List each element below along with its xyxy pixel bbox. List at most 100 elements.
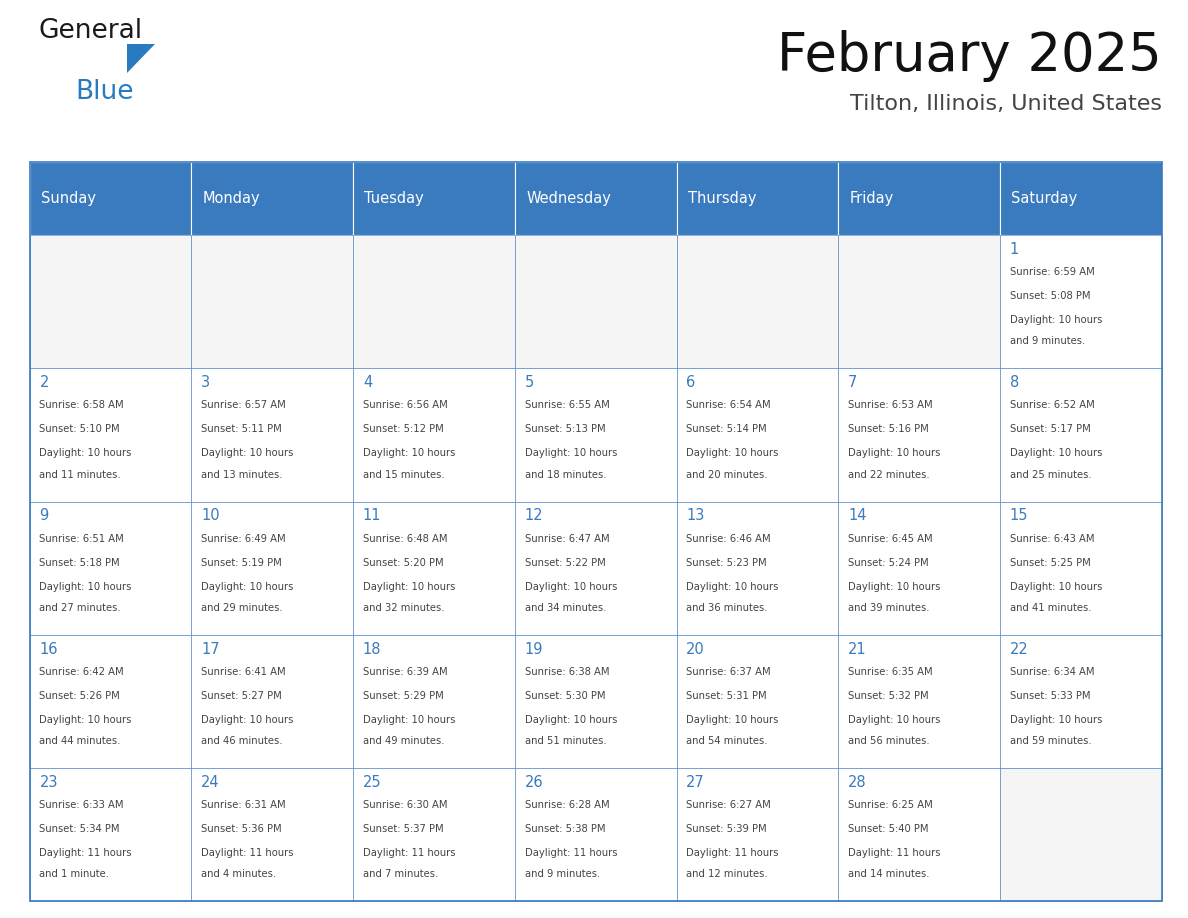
- Text: Daylight: 10 hours: Daylight: 10 hours: [687, 581, 778, 591]
- Text: 8: 8: [1010, 375, 1019, 390]
- Text: Sunset: 5:23 PM: Sunset: 5:23 PM: [687, 557, 767, 567]
- Text: Daylight: 10 hours: Daylight: 10 hours: [525, 448, 617, 458]
- Text: Daylight: 10 hours: Daylight: 10 hours: [201, 448, 293, 458]
- Text: 6: 6: [687, 375, 696, 390]
- Text: Sunrise: 6:51 AM: Sunrise: 6:51 AM: [39, 533, 125, 543]
- Text: Sunset: 5:26 PM: Sunset: 5:26 PM: [39, 691, 120, 700]
- Text: Sunset: 5:29 PM: Sunset: 5:29 PM: [362, 691, 443, 700]
- Text: Daylight: 10 hours: Daylight: 10 hours: [39, 448, 132, 458]
- Text: Daylight: 10 hours: Daylight: 10 hours: [525, 581, 617, 591]
- Text: and 12 minutes.: and 12 minutes.: [687, 869, 767, 879]
- Text: 7: 7: [848, 375, 858, 390]
- Text: Sunset: 5:20 PM: Sunset: 5:20 PM: [362, 557, 443, 567]
- Text: Daylight: 10 hours: Daylight: 10 hours: [848, 581, 941, 591]
- Text: Sunset: 5:24 PM: Sunset: 5:24 PM: [848, 557, 929, 567]
- Text: Sunset: 5:36 PM: Sunset: 5:36 PM: [201, 824, 282, 834]
- Text: Saturday: Saturday: [1011, 191, 1078, 206]
- Text: Sunrise: 6:39 AM: Sunrise: 6:39 AM: [362, 666, 448, 677]
- Text: 16: 16: [39, 642, 58, 656]
- Text: Sunrise: 6:34 AM: Sunrise: 6:34 AM: [1010, 666, 1094, 677]
- Bar: [191, 235, 353, 368]
- Bar: [191, 768, 353, 901]
- Text: Daylight: 10 hours: Daylight: 10 hours: [362, 715, 455, 725]
- Text: 4: 4: [362, 375, 372, 390]
- Bar: [353, 368, 514, 501]
- Text: Daylight: 10 hours: Daylight: 10 hours: [687, 715, 778, 725]
- Text: Sunrise: 6:57 AM: Sunrise: 6:57 AM: [201, 400, 286, 410]
- Text: 28: 28: [848, 775, 867, 789]
- Bar: [514, 768, 677, 901]
- Bar: [1000, 235, 1162, 368]
- Text: Daylight: 11 hours: Daylight: 11 hours: [362, 848, 455, 858]
- Text: Daylight: 11 hours: Daylight: 11 hours: [201, 848, 293, 858]
- Text: Sunrise: 6:54 AM: Sunrise: 6:54 AM: [687, 400, 771, 410]
- Text: Monday: Monday: [203, 191, 260, 206]
- Text: and 9 minutes.: and 9 minutes.: [1010, 336, 1085, 346]
- Text: and 13 minutes.: and 13 minutes.: [201, 469, 283, 479]
- Bar: [353, 235, 514, 368]
- Text: Sunset: 5:32 PM: Sunset: 5:32 PM: [848, 691, 929, 700]
- Text: and 49 minutes.: and 49 minutes.: [362, 736, 444, 746]
- Text: Sunset: 5:11 PM: Sunset: 5:11 PM: [201, 424, 282, 434]
- Text: Daylight: 11 hours: Daylight: 11 hours: [525, 848, 617, 858]
- Bar: [839, 501, 1000, 635]
- Text: Sunrise: 6:27 AM: Sunrise: 6:27 AM: [687, 800, 771, 811]
- Text: Sunrise: 6:56 AM: Sunrise: 6:56 AM: [362, 400, 448, 410]
- Text: Sunset: 5:18 PM: Sunset: 5:18 PM: [39, 557, 120, 567]
- Text: and 11 minutes.: and 11 minutes.: [39, 469, 121, 479]
- Text: and 29 minutes.: and 29 minutes.: [201, 603, 283, 613]
- Bar: [30, 162, 191, 235]
- Text: and 59 minutes.: and 59 minutes.: [1010, 736, 1092, 746]
- Text: 18: 18: [362, 642, 381, 656]
- Bar: [30, 501, 191, 635]
- Text: Sunrise: 6:42 AM: Sunrise: 6:42 AM: [39, 666, 124, 677]
- Text: and 9 minutes.: and 9 minutes.: [525, 869, 600, 879]
- Text: 27: 27: [687, 775, 706, 789]
- Bar: [1000, 368, 1162, 501]
- Text: Sunset: 5:08 PM: Sunset: 5:08 PM: [1010, 291, 1091, 301]
- Polygon shape: [127, 44, 156, 73]
- Bar: [191, 635, 353, 768]
- Text: 9: 9: [39, 509, 49, 523]
- Bar: [514, 235, 677, 368]
- Text: and 15 minutes.: and 15 minutes.: [362, 469, 444, 479]
- Text: Daylight: 10 hours: Daylight: 10 hours: [39, 715, 132, 725]
- Bar: [677, 162, 839, 235]
- Text: 24: 24: [201, 775, 220, 789]
- Bar: [191, 501, 353, 635]
- Text: Sunset: 5:10 PM: Sunset: 5:10 PM: [39, 424, 120, 434]
- Text: and 32 minutes.: and 32 minutes.: [362, 603, 444, 613]
- Text: Sunrise: 6:47 AM: Sunrise: 6:47 AM: [525, 533, 609, 543]
- Text: February 2025: February 2025: [777, 30, 1162, 83]
- Text: and 39 minutes.: and 39 minutes.: [848, 603, 929, 613]
- Bar: [514, 162, 677, 235]
- Text: and 54 minutes.: and 54 minutes.: [687, 736, 767, 746]
- Text: Sunset: 5:37 PM: Sunset: 5:37 PM: [362, 824, 443, 834]
- Bar: [30, 635, 191, 768]
- Bar: [677, 635, 839, 768]
- Text: Sunrise: 6:35 AM: Sunrise: 6:35 AM: [848, 666, 933, 677]
- Text: 19: 19: [525, 642, 543, 656]
- Text: Sunrise: 6:38 AM: Sunrise: 6:38 AM: [525, 666, 609, 677]
- Text: Daylight: 10 hours: Daylight: 10 hours: [1010, 315, 1102, 325]
- Text: Friday: Friday: [849, 191, 893, 206]
- Bar: [1000, 768, 1162, 901]
- Text: Thursday: Thursday: [688, 191, 757, 206]
- Text: Sunrise: 6:59 AM: Sunrise: 6:59 AM: [1010, 267, 1094, 277]
- Text: Tilton, Illinois, United States: Tilton, Illinois, United States: [849, 94, 1162, 114]
- Text: Daylight: 11 hours: Daylight: 11 hours: [848, 848, 941, 858]
- Text: 17: 17: [201, 642, 220, 656]
- Bar: [839, 235, 1000, 368]
- Bar: [30, 368, 191, 501]
- Text: Sunrise: 6:46 AM: Sunrise: 6:46 AM: [687, 533, 771, 543]
- Text: 1: 1: [1010, 241, 1019, 256]
- Text: Sunset: 5:12 PM: Sunset: 5:12 PM: [362, 424, 443, 434]
- Bar: [353, 501, 514, 635]
- Text: Sunday: Sunday: [42, 191, 96, 206]
- Text: General: General: [39, 18, 143, 44]
- Text: Daylight: 10 hours: Daylight: 10 hours: [1010, 715, 1102, 725]
- Text: Tuesday: Tuesday: [365, 191, 424, 206]
- Text: and 20 minutes.: and 20 minutes.: [687, 469, 767, 479]
- Text: Sunrise: 6:45 AM: Sunrise: 6:45 AM: [848, 533, 933, 543]
- Text: Sunset: 5:38 PM: Sunset: 5:38 PM: [525, 824, 605, 834]
